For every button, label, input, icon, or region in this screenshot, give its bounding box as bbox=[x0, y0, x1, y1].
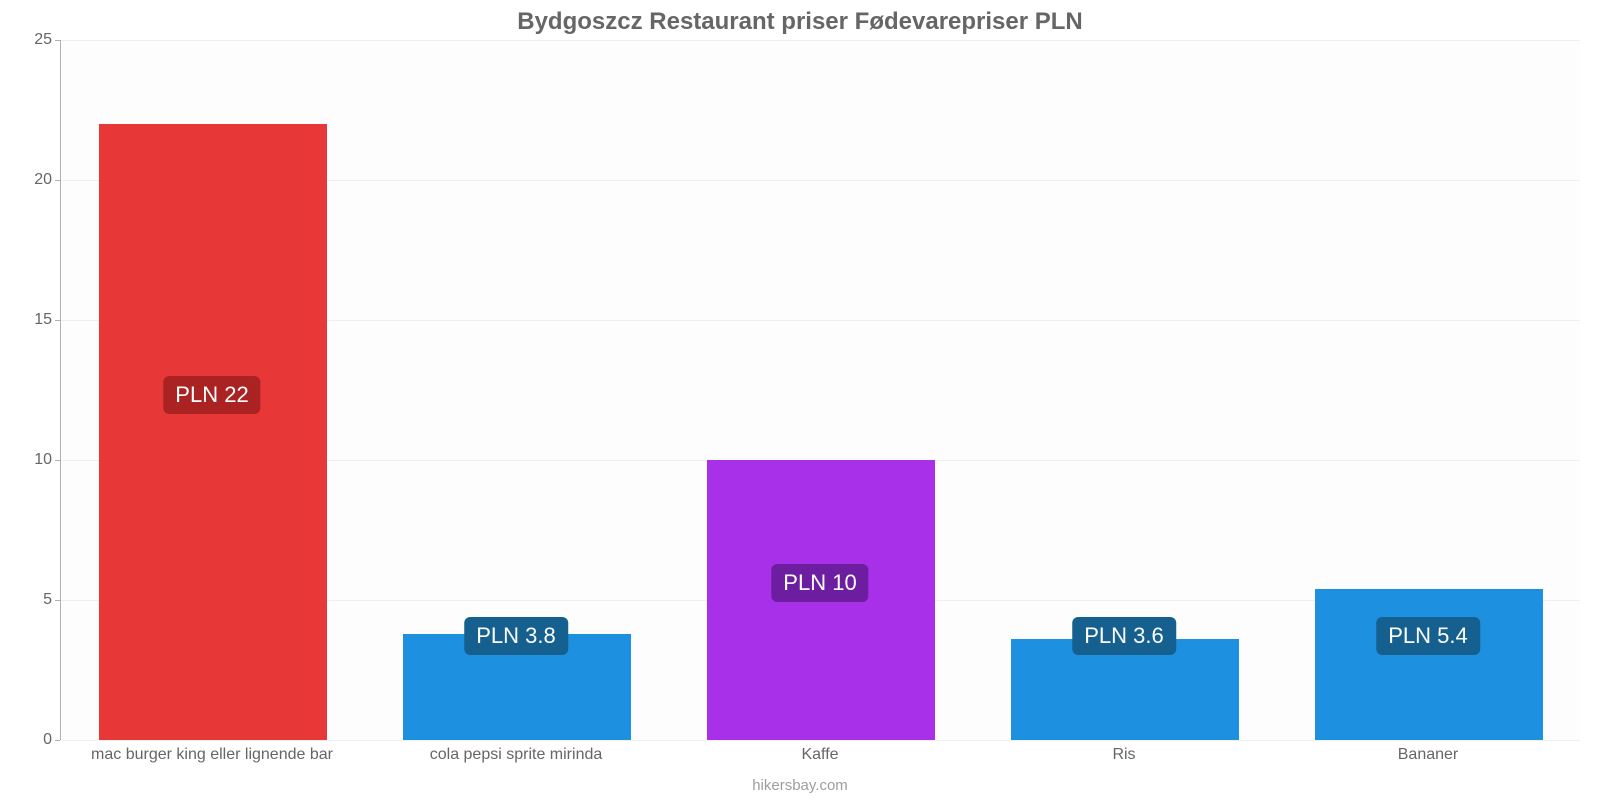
x-axis-label: cola pepsi sprite mirinda bbox=[430, 746, 603, 764]
x-axis-label: Kaffe bbox=[801, 746, 838, 764]
chart-title: Bydgoszcz Restaurant priser Fødevarepris… bbox=[0, 8, 1600, 36]
value-badge: PLN 5.4 bbox=[1376, 617, 1480, 655]
y-tick-label: 15 bbox=[12, 311, 52, 329]
gridline bbox=[61, 740, 1580, 741]
y-tick-label: 10 bbox=[12, 451, 52, 469]
y-tick-label: 25 bbox=[12, 31, 52, 49]
bar bbox=[99, 124, 327, 740]
x-axis-label: Ris bbox=[1112, 746, 1135, 764]
y-tick bbox=[55, 460, 60, 461]
gridline bbox=[61, 40, 1580, 41]
plot-area bbox=[60, 40, 1580, 740]
x-axis-label: mac burger king eller lignende bar bbox=[91, 746, 333, 764]
y-tick bbox=[55, 180, 60, 181]
value-badge: PLN 10 bbox=[771, 564, 868, 602]
bar-chart: Bydgoszcz Restaurant priser Fødevarepris… bbox=[0, 0, 1600, 800]
y-tick-label: 0 bbox=[12, 731, 52, 749]
y-tick bbox=[55, 320, 60, 321]
y-tick bbox=[55, 40, 60, 41]
y-tick-label: 20 bbox=[12, 171, 52, 189]
y-tick bbox=[55, 600, 60, 601]
y-tick-label: 5 bbox=[12, 591, 52, 609]
value-badge: PLN 22 bbox=[163, 376, 260, 414]
x-axis-label: Bananer bbox=[1398, 746, 1459, 764]
y-tick bbox=[55, 740, 60, 741]
chart-footer: hikersbay.com bbox=[0, 777, 1600, 794]
bar bbox=[1315, 589, 1543, 740]
value-badge: PLN 3.6 bbox=[1072, 617, 1176, 655]
value-badge: PLN 3.8 bbox=[464, 617, 568, 655]
